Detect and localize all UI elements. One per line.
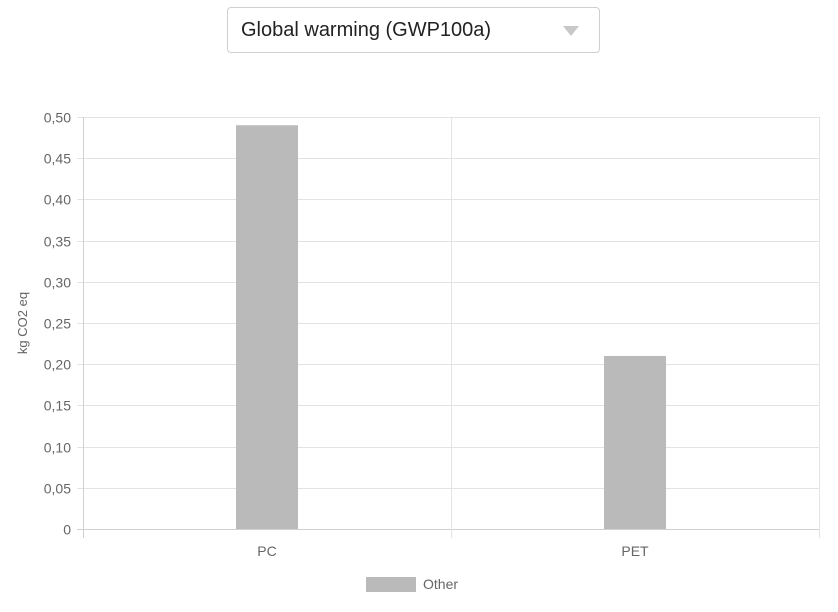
chart-grid [77, 117, 820, 538]
y-tick-label: 0,30 [44, 275, 71, 291]
dropdown-arrow-icon [563, 26, 579, 36]
y-tick-label: 0,10 [44, 440, 71, 456]
x-tick-label: PC [257, 543, 276, 559]
y-tick-label: 0,45 [44, 151, 71, 167]
bar-pet [604, 355, 666, 529]
chart-legend: Other [366, 576, 458, 592]
impact-category-selected-label: Global warming (GWP100a) [241, 19, 492, 41]
bar-pc [236, 125, 298, 530]
y-tick-label: 0,40 [44, 192, 71, 208]
chart-bars [236, 125, 666, 530]
legend-label: Other [423, 576, 458, 592]
y-tick-label: 0,15 [44, 398, 71, 414]
y-tick-label: 0,50 [44, 110, 71, 126]
x-tick-label: PET [621, 543, 649, 559]
impact-category-select[interactable]: Global warming (GWP100a) [227, 7, 600, 53]
chart-labels: 0 0,05 0,10 0,15 0,20 0,25 0,30 0,35 0,40 0,45 0,5… [15, 110, 649, 560]
y-tick-label: 0,05 [44, 481, 71, 497]
y-tick-label: 0 [63, 522, 71, 538]
y-tick-label: 0,25 [44, 316, 71, 332]
legend-swatch [366, 577, 416, 592]
y-axis-title: kg CO2 eq [15, 292, 30, 354]
y-tick-label: 0,20 [44, 357, 71, 373]
y-tick-label: 0,35 [44, 234, 71, 250]
